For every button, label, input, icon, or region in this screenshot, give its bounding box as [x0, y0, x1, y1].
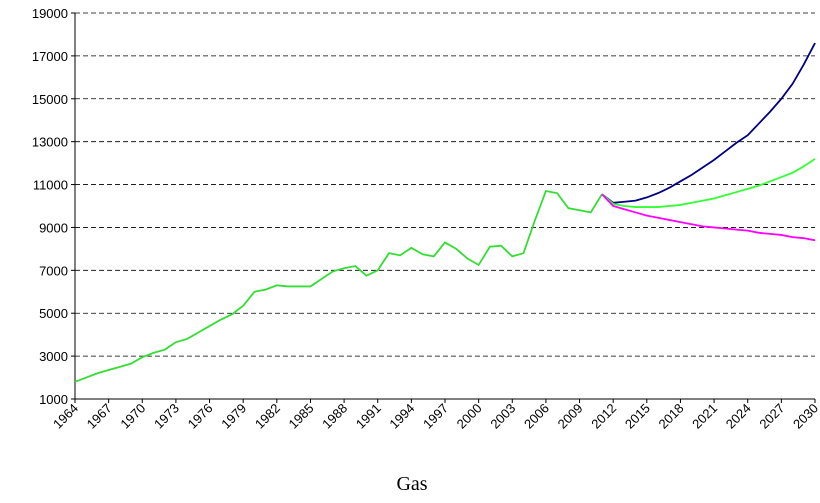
y-tick-label: 1000 [39, 392, 68, 407]
x-tick-label: 2018 [656, 401, 687, 432]
chart-title: Gas [396, 473, 427, 495]
x-tick-label: 1988 [319, 401, 350, 432]
y-tick-label: 5000 [39, 306, 68, 321]
y-tick-label: 17000 [32, 49, 68, 64]
x-tick-label: 2006 [521, 401, 552, 432]
series-line [74, 189, 603, 383]
y-tick-label: 15000 [32, 92, 68, 107]
x-tick-label: 1991 [353, 401, 384, 432]
x-tick-label: 1979 [218, 401, 249, 432]
y-tick-label: 19000 [32, 6, 68, 21]
series-line [601, 42, 816, 204]
x-tick-label: 1982 [252, 401, 283, 432]
x-tick-label: 1985 [286, 401, 317, 432]
y-tick-label: 3000 [39, 349, 68, 364]
x-tick-label: 1976 [185, 401, 216, 432]
y-tick-label: 11000 [33, 178, 68, 193]
x-tick-label: 1997 [420, 401, 451, 432]
x-tick-label: 2030 [790, 401, 820, 432]
x-tick-label: 1994 [386, 401, 417, 432]
x-tick-label: 2012 [588, 401, 619, 432]
x-tick-label: 2021 [689, 401, 720, 432]
y-tick-label: 13000 [32, 135, 68, 150]
x-tick-label: 1973 [151, 401, 182, 432]
y-tick-label: 7000 [39, 263, 68, 278]
x-tick-label: 1967 [84, 401, 115, 432]
x-tick-label: 2015 [622, 401, 653, 432]
y-tick-label: 9000 [39, 220, 68, 235]
x-tick-label: 2024 [723, 401, 754, 432]
x-tick-label: 2027 [756, 401, 787, 432]
x-tick-label: 2000 [454, 401, 485, 432]
x-tick-label: 2009 [555, 401, 586, 432]
series-line [601, 158, 816, 208]
x-tick-label: 2003 [487, 401, 518, 432]
x-tick-label: 1970 [117, 401, 148, 432]
series-line [601, 193, 816, 242]
